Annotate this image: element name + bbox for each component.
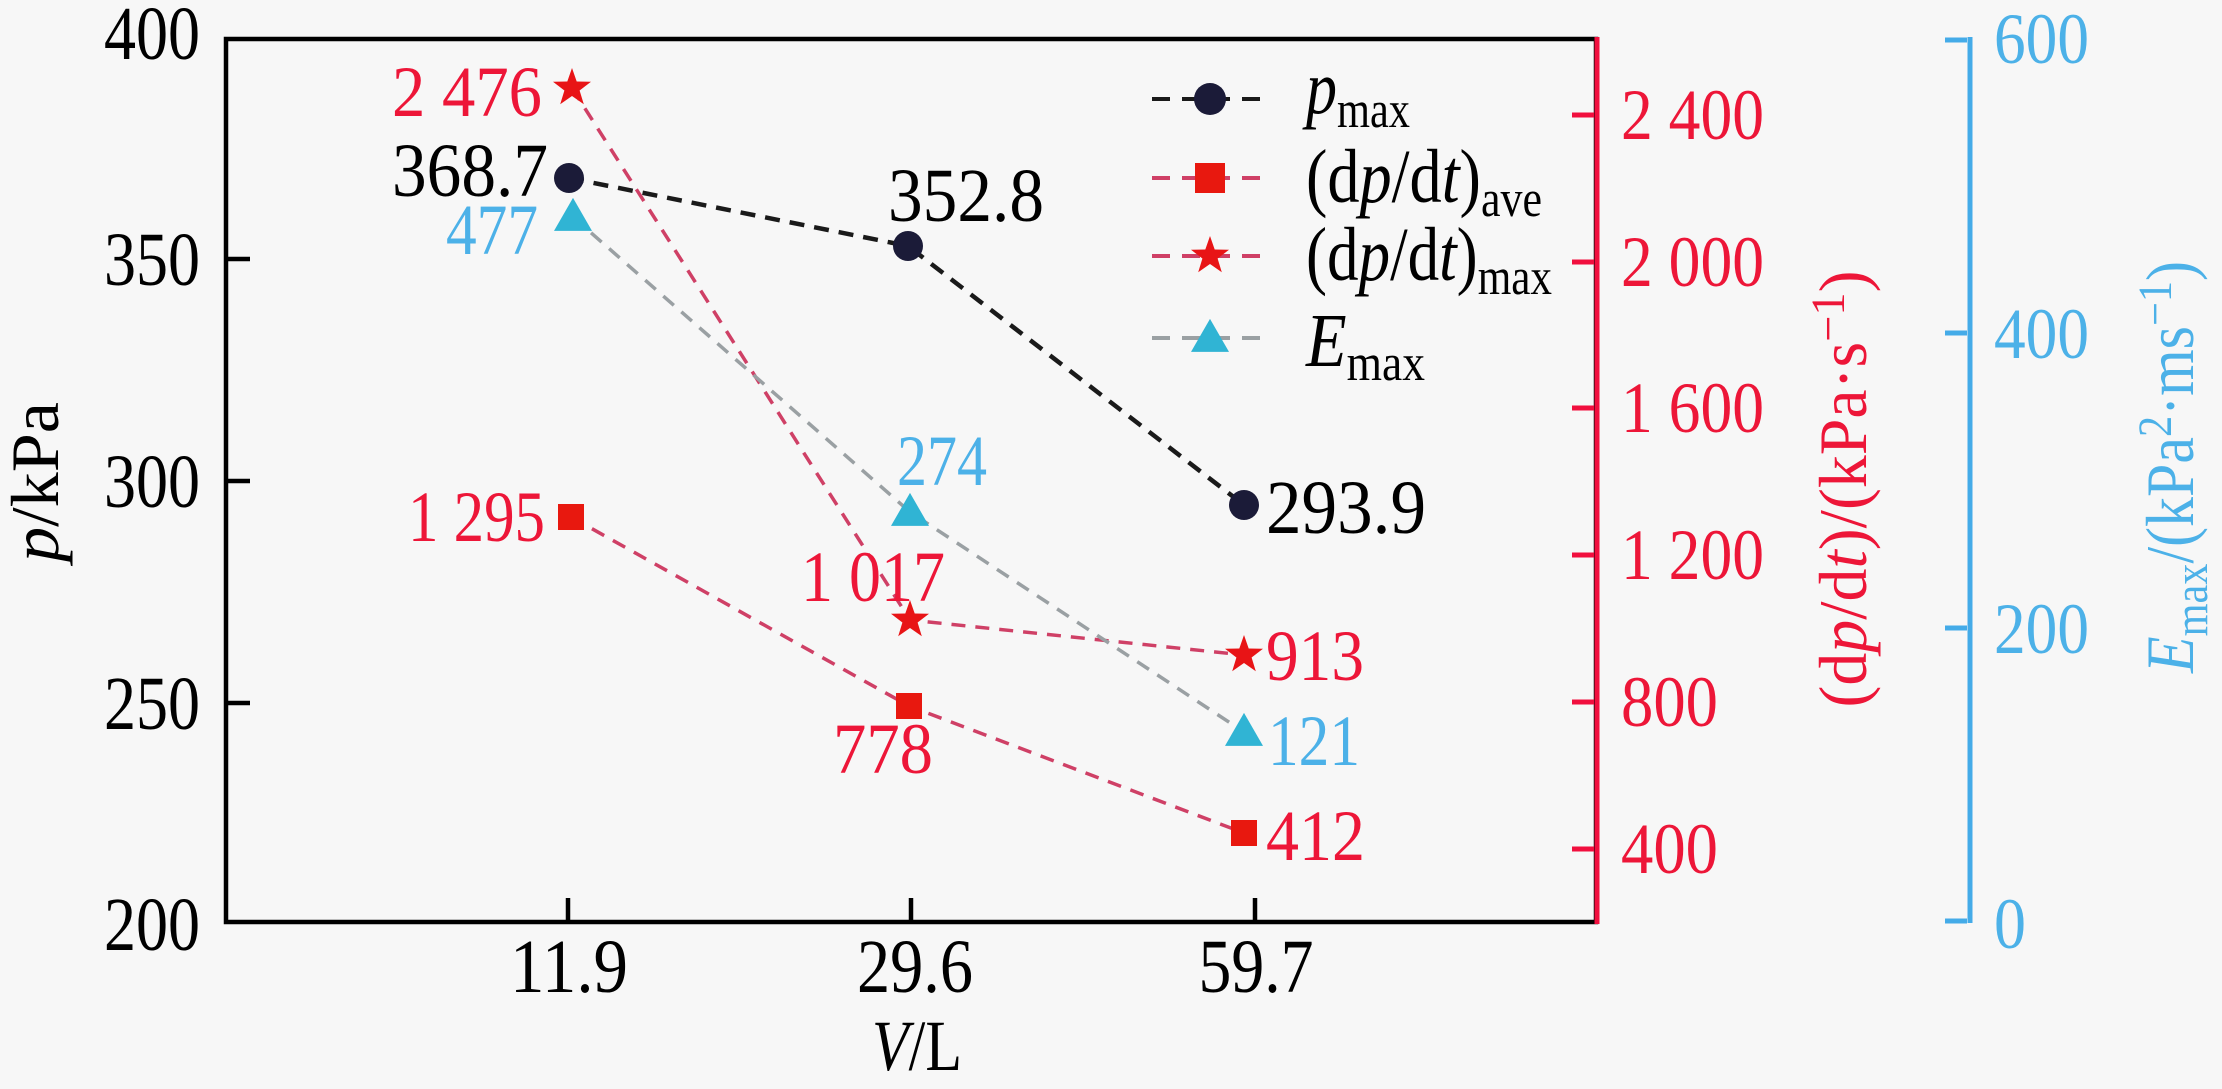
svg-text:pmax: pmax [1302, 46, 1410, 139]
svg-text:1 017: 1 017 [801, 537, 945, 617]
svg-text:Emax: Emax [1305, 299, 1425, 392]
svg-text:(dp/dt)ave: (dp/dt)ave [1306, 135, 1542, 228]
svg-text:2 000: 2 000 [1621, 222, 1764, 302]
svg-text:350: 350 [104, 218, 200, 302]
svg-text:274: 274 [897, 421, 987, 501]
svg-text:913: 913 [1266, 616, 1364, 696]
svg-text:400: 400 [1621, 809, 1718, 889]
svg-text:1 200: 1 200 [1621, 515, 1764, 595]
svg-text:0: 0 [1994, 884, 2026, 964]
svg-text:1 600: 1 600 [1621, 368, 1764, 448]
svg-text:(dp/dt)/(kPa·s−1): (dp/dt)/(kPa·s−1) [1802, 271, 1881, 708]
svg-text:121: 121 [1268, 701, 1360, 781]
svg-text:11.9: 11.9 [510, 925, 628, 1009]
svg-text:200: 200 [1994, 589, 2089, 669]
svg-text:477: 477 [446, 190, 538, 270]
svg-text:300: 300 [104, 440, 200, 524]
svg-text:400: 400 [104, 0, 200, 76]
svg-text:1 295: 1 295 [408, 477, 545, 557]
svg-text:2 400: 2 400 [1621, 75, 1764, 155]
svg-text:352.8: 352.8 [888, 154, 1044, 238]
svg-text:600: 600 [1994, 0, 2089, 79]
svg-text:Emax/(kPa2·ms−1): Emax/(kPa2·ms−1) [2129, 261, 2218, 674]
svg-text:400: 400 [1994, 294, 2089, 374]
svg-text:293.9: 293.9 [1266, 466, 1426, 550]
svg-text:368.7: 368.7 [392, 129, 548, 213]
svg-text:59.7: 59.7 [1199, 925, 1314, 1009]
svg-text:800: 800 [1621, 662, 1718, 742]
svg-text:250: 250 [104, 662, 200, 746]
svg-text:29.6: 29.6 [857, 925, 973, 1009]
svg-text:412: 412 [1266, 796, 1365, 876]
svg-text:200: 200 [104, 883, 200, 967]
svg-text:778: 778 [833, 709, 933, 789]
svg-text:V/L: V/L [872, 1006, 962, 1086]
svg-text:p/kPa: p/kPa [0, 402, 73, 566]
svg-text:2 476: 2 476 [392, 52, 542, 132]
